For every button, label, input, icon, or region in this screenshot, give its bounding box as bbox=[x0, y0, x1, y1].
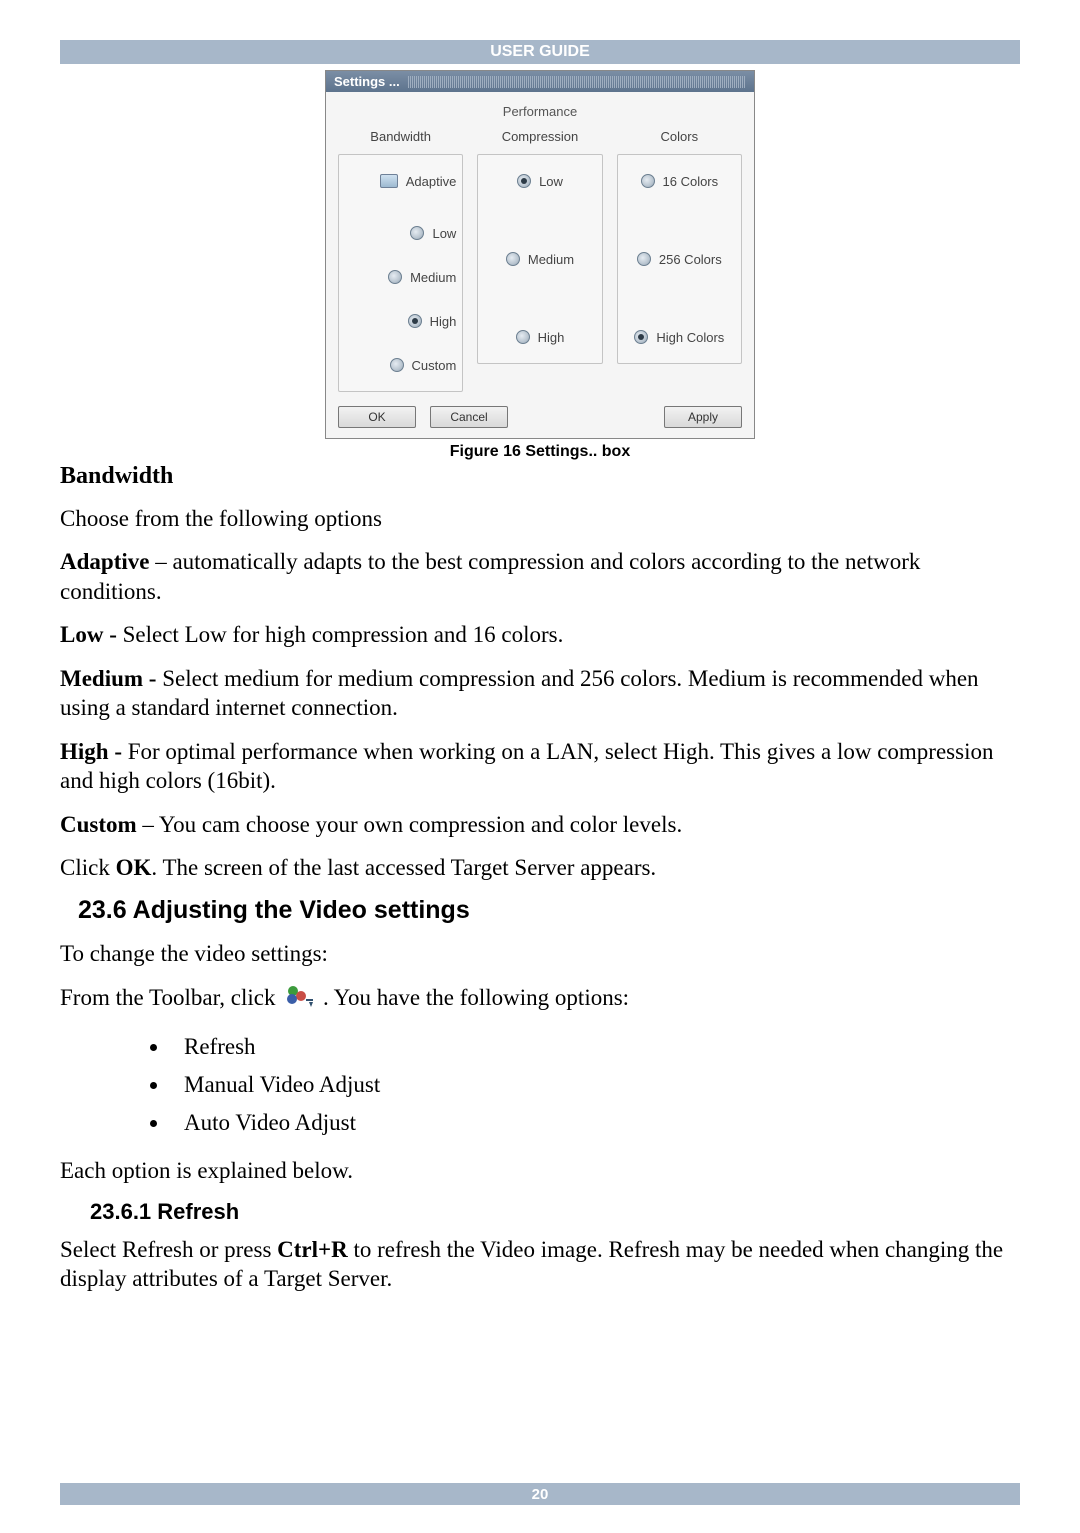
settings-dialog: Settings ... Performance Bandwidth Adapt… bbox=[325, 70, 755, 439]
compression-low-label: Low bbox=[539, 174, 563, 189]
radio-icon bbox=[506, 252, 520, 266]
dialog-body: Performance Bandwidth Adaptive bbox=[326, 92, 754, 438]
to-change-line: To change the video settings: bbox=[60, 939, 1020, 968]
dialog-titlebar: Settings ... bbox=[326, 71, 754, 92]
dialog-button-row: OK Cancel Apply bbox=[338, 406, 742, 428]
bandwidth-low-label: Low bbox=[432, 226, 456, 241]
colors-256-label: 256 Colors bbox=[659, 252, 722, 267]
refresh-pre: Select Refresh or press bbox=[60, 1237, 277, 1262]
colors-high-label: High Colors bbox=[656, 330, 724, 345]
bullet-auto: Auto Video Adjust bbox=[184, 1110, 356, 1135]
col-compression: Compression Low Medium High bbox=[477, 129, 602, 392]
list-item: Auto Video Adjust bbox=[170, 1104, 1020, 1142]
click-post: . The screen of the last accessed Target… bbox=[151, 855, 656, 880]
col-compression-title: Compression bbox=[477, 129, 602, 144]
ok-button[interactable]: OK bbox=[338, 406, 416, 428]
video-toolbar-icon bbox=[283, 982, 315, 1010]
from-toolbar-pre: From the Toolbar, click bbox=[60, 985, 281, 1010]
page-number: 20 bbox=[532, 1486, 549, 1503]
adaptive-bold: Adaptive bbox=[60, 549, 149, 574]
adaptive-rest: – automatically adapts to the best compr… bbox=[60, 549, 920, 603]
apply-button[interactable]: Apply bbox=[664, 406, 742, 428]
from-toolbar-post: . You have the following options: bbox=[323, 985, 629, 1010]
bullet-refresh: Refresh bbox=[184, 1034, 256, 1059]
bandwidth-high-row[interactable]: High bbox=[408, 303, 457, 339]
radio-icon bbox=[517, 174, 531, 188]
radio-icon bbox=[637, 252, 651, 266]
low-para: Low - Select Low for high compression an… bbox=[60, 620, 1020, 649]
list-item: Refresh bbox=[170, 1028, 1020, 1066]
compression-high-row[interactable]: High bbox=[484, 319, 595, 355]
colors-high-row[interactable]: High Colors bbox=[624, 319, 735, 355]
bandwidth-inset: Adaptive Low Medium bbox=[338, 154, 463, 392]
dialog-container: Settings ... Performance Bandwidth Adapt… bbox=[60, 70, 1020, 439]
col-colors-title: Colors bbox=[617, 129, 742, 144]
bandwidth-high-label: High bbox=[430, 314, 457, 329]
figure-caption: Figure 16 Settings.. box bbox=[60, 443, 1020, 461]
colors-256-row[interactable]: 256 Colors bbox=[624, 241, 735, 277]
bandwidth-medium-label: Medium bbox=[410, 270, 456, 285]
dialog-title-text: Settings ... bbox=[334, 74, 400, 89]
bandwidth-medium-row[interactable]: Medium bbox=[388, 259, 456, 295]
click-ok-para: Click OK. The screen of the last accesse… bbox=[60, 853, 1020, 882]
radio-icon bbox=[516, 330, 530, 344]
custom-bold: Custom bbox=[60, 812, 137, 837]
col-bandwidth: Bandwidth Adaptive Low bbox=[338, 129, 463, 392]
click-ok: OK bbox=[116, 855, 152, 880]
click-pre: Click bbox=[60, 855, 116, 880]
compression-high-label: High bbox=[538, 330, 565, 345]
radio-icon bbox=[390, 358, 404, 372]
list-item: Manual Video Adjust bbox=[170, 1066, 1020, 1104]
compression-inset: Low Medium High bbox=[477, 154, 602, 364]
colors-16-label: 16 Colors bbox=[663, 174, 719, 189]
radio-icon bbox=[641, 174, 655, 188]
bandwidth-custom-row[interactable]: Custom bbox=[390, 347, 457, 383]
adaptive-icon bbox=[380, 174, 398, 188]
header-title: USER GUIDE bbox=[490, 43, 590, 61]
bandwidth-adaptive-row[interactable]: Adaptive bbox=[345, 163, 456, 199]
bandwidth-low-row[interactable]: Low bbox=[410, 215, 456, 251]
low-bold: Low - bbox=[60, 622, 117, 647]
each-option-line: Each option is explained below. bbox=[60, 1156, 1020, 1185]
compression-low-row[interactable]: Low bbox=[484, 163, 595, 199]
bandwidth-adaptive-label: Adaptive bbox=[406, 174, 457, 189]
section-23-6-1: 23.6.1 Refresh bbox=[90, 1199, 1020, 1225]
col-bandwidth-title: Bandwidth bbox=[338, 129, 463, 144]
colors-16-row[interactable]: 16 Colors bbox=[624, 163, 735, 199]
radio-icon bbox=[388, 270, 402, 284]
compression-medium-row[interactable]: Medium bbox=[484, 241, 595, 277]
bandwidth-custom-label: Custom bbox=[412, 358, 457, 373]
cancel-button[interactable]: Cancel bbox=[430, 406, 508, 428]
custom-para: Custom – You cam choose your own compres… bbox=[60, 810, 1020, 839]
compression-medium-label: Medium bbox=[528, 252, 574, 267]
bullet-manual: Manual Video Adjust bbox=[184, 1072, 380, 1097]
col-colors: Colors 16 Colors 256 Colors High Colo bbox=[617, 129, 742, 392]
medium-rest: Select medium for medium compression and… bbox=[60, 666, 979, 720]
titlebar-pattern bbox=[408, 76, 746, 88]
refresh-para: Select Refresh or press Ctrl+R to refres… bbox=[60, 1235, 1020, 1294]
adaptive-para: Adaptive – automatically adapts to the b… bbox=[60, 547, 1020, 606]
bandwidth-stack: Low Medium High bbox=[345, 215, 456, 383]
radio-icon bbox=[410, 226, 424, 240]
choose-line: Choose from the following options bbox=[60, 504, 1020, 533]
dialog-section-label: Performance bbox=[338, 100, 742, 129]
footer-bar: 20 bbox=[60, 1483, 1020, 1505]
custom-rest: – You cam choose your own compression an… bbox=[137, 812, 683, 837]
video-options-list: Refresh Manual Video Adjust Auto Video A… bbox=[60, 1028, 1020, 1142]
low-rest: Select Low for high compression and 16 c… bbox=[117, 622, 564, 647]
refresh-ctrl: Ctrl+R bbox=[277, 1237, 348, 1262]
high-bold: High - bbox=[60, 739, 122, 764]
from-toolbar-para: From the Toolbar, click . You have the f… bbox=[60, 983, 1020, 1014]
bandwidth-heading: Bandwidth bbox=[60, 463, 1020, 490]
medium-para: Medium - Select medium for medium compre… bbox=[60, 664, 1020, 723]
medium-bold: Medium - bbox=[60, 666, 156, 691]
high-rest: For optimal performance when working on … bbox=[60, 739, 993, 793]
high-para: High - For optimal performance when work… bbox=[60, 737, 1020, 796]
header-bar: USER GUIDE bbox=[60, 40, 1020, 64]
radio-icon bbox=[408, 314, 422, 328]
section-23-6: 23.6 Adjusting the Video settings bbox=[78, 896, 1020, 925]
radio-icon bbox=[634, 330, 648, 344]
colors-inset: 16 Colors 256 Colors High Colors bbox=[617, 154, 742, 364]
dialog-columns: Bandwidth Adaptive Low bbox=[338, 129, 742, 392]
